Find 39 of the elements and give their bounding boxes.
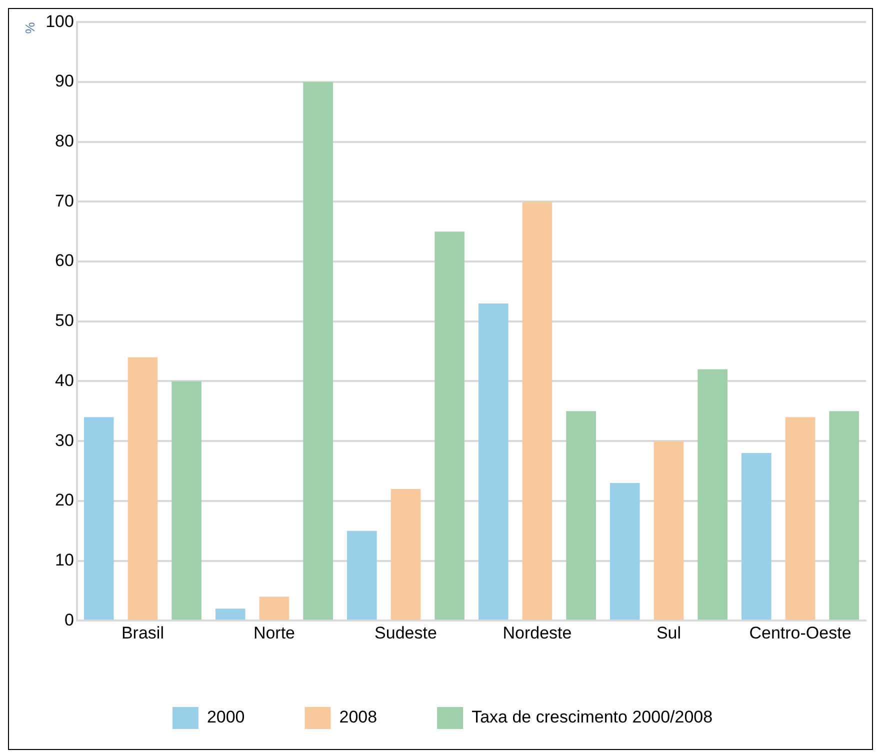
- bar: [303, 82, 333, 620]
- legend-label: Taxa de crescimento 2000/2008: [472, 708, 713, 727]
- bar: [785, 417, 816, 620]
- legend-label: 2000: [206, 708, 245, 727]
- bar: [434, 232, 464, 620]
- y-tick-label: 50: [55, 311, 74, 330]
- y-tick-label: 0: [64, 610, 74, 630]
- bar: [742, 453, 772, 620]
- x-tick-label: Sudeste: [374, 623, 437, 642]
- y-tick-label: 70: [55, 191, 74, 210]
- y-tick-label: 90: [55, 72, 74, 91]
- bar: [259, 596, 290, 620]
- y-tick-label: 80: [55, 132, 74, 151]
- y-tick-label: 40: [55, 370, 74, 390]
- y-tick-label: 10: [55, 550, 74, 570]
- bar: [215, 608, 246, 620]
- y-tick-label: 100: [46, 12, 74, 31]
- bar: [172, 381, 202, 620]
- bar: [698, 369, 728, 620]
- bar: [128, 357, 158, 620]
- x-tick-label: Norte: [253, 623, 296, 642]
- y-axis-title: %: [22, 22, 38, 34]
- bar: [478, 303, 508, 620]
- y-tick-label: 60: [55, 251, 74, 270]
- y-tick-label: 30: [55, 430, 74, 450]
- x-tick-label: Brasil: [121, 623, 164, 642]
- bar: [566, 411, 596, 620]
- bar: [84, 417, 114, 620]
- x-tick-label: Sul: [656, 623, 682, 642]
- y-tick-label: 20: [55, 490, 74, 510]
- x-tick-label: Centro-Oeste: [749, 623, 852, 642]
- x-tick-label: Nordeste: [502, 623, 572, 642]
- bar: [390, 488, 421, 620]
- legend-label: 2008: [339, 708, 378, 727]
- bar: [346, 530, 377, 620]
- bar: [610, 482, 640, 620]
- bar: [522, 202, 552, 620]
- bar: [829, 411, 859, 620]
- bar: [654, 441, 684, 620]
